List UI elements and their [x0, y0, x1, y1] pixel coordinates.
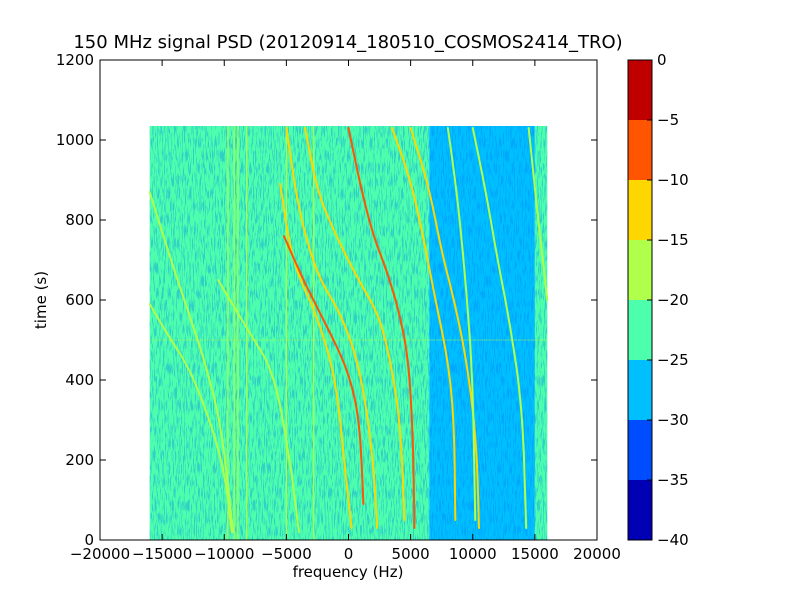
- y-axis: 0 200 400 600 800 1000 1200: [56, 51, 597, 549]
- y-tick-label-1: 200: [65, 451, 94, 469]
- x-tick-label-2: −10000: [194, 545, 254, 563]
- colorbar-tick-label-8: −40: [657, 531, 689, 549]
- signal-trace-3: [279, 183, 353, 529]
- colorbar-segment-6: [628, 120, 652, 180]
- signal-trace-2: [217, 279, 300, 533]
- colorbar-segment-1: [628, 420, 652, 480]
- signal-trace-4: [285, 127, 379, 529]
- colorbar-segment-0: [628, 480, 652, 540]
- colorbar: 0 −5 −10 −15 −20 −25 −30 −35 −40: [627, 51, 689, 549]
- colorbar-segment-4: [628, 240, 652, 300]
- y-tick-label-2: 400: [65, 371, 94, 389]
- signal-trace-11: [446, 127, 477, 521]
- x-tick-label-1: −15000: [132, 545, 192, 563]
- y-tick-label-4: 800: [65, 211, 94, 229]
- colorbar-segment-3: [628, 300, 652, 360]
- signal-trace-12: [527, 127, 549, 301]
- signal-trace-7: [347, 127, 416, 529]
- x-axis: −20000 −15000 −10000 −5000 0 5000 10000 15000 20…: [70, 60, 621, 563]
- signal-trace-0: [148, 303, 233, 533]
- colorbar-tick-label-7: −35: [657, 471, 689, 489]
- colorbar-tick-label-2: −10: [657, 171, 689, 189]
- colorbar-tick-label-1: −5: [657, 111, 679, 129]
- colorbar-segment-5: [628, 180, 652, 240]
- x-tick-label-7: 15000: [511, 545, 559, 563]
- colorbar-tick-label-6: −30: [657, 411, 689, 429]
- y-tick-label-6: 1200: [56, 51, 94, 69]
- heatmap-vertical-lines: [227, 126, 315, 540]
- y-axis-label: time (s): [32, 271, 50, 329]
- colorbar-segment-7: [628, 60, 652, 120]
- x-tick-label-4: 0: [344, 545, 354, 563]
- colorbar-tick-label-3: −15: [657, 231, 689, 249]
- x-axis-label: frequency (Hz): [293, 563, 404, 581]
- heatmap-signal-traces: [148, 127, 549, 533]
- x-tick-label-6: 10000: [449, 545, 497, 563]
- y-tick-label-5: 1000: [56, 131, 94, 149]
- x-tick-label-8: 20000: [573, 545, 621, 563]
- chart-title: 150 MHz signal PSD (20120914_180510_COSM…: [73, 32, 622, 53]
- signal-trace-6: [304, 127, 406, 521]
- y-tick-label-0: 0: [84, 531, 94, 549]
- colorbar-segment-2: [628, 360, 652, 420]
- colorbar-tick-label-0: 0: [657, 51, 667, 69]
- y-tick-label-3: 600: [65, 291, 94, 309]
- colorbar-tick-label-4: −20: [657, 291, 689, 309]
- x-tick-label-3: −5000: [261, 545, 312, 563]
- x-tick-label-0: −20000: [70, 545, 130, 563]
- x-tick-label-5: 5000: [392, 545, 430, 563]
- signal-trace-5: [282, 235, 365, 505]
- signal-trace-1: [148, 191, 234, 533]
- heatmap-plot-area: [148, 126, 549, 540]
- colorbar-tick-label-5: −25: [657, 351, 689, 369]
- signal-trace-10: [471, 127, 528, 529]
- signal-trace-8: [390, 127, 457, 521]
